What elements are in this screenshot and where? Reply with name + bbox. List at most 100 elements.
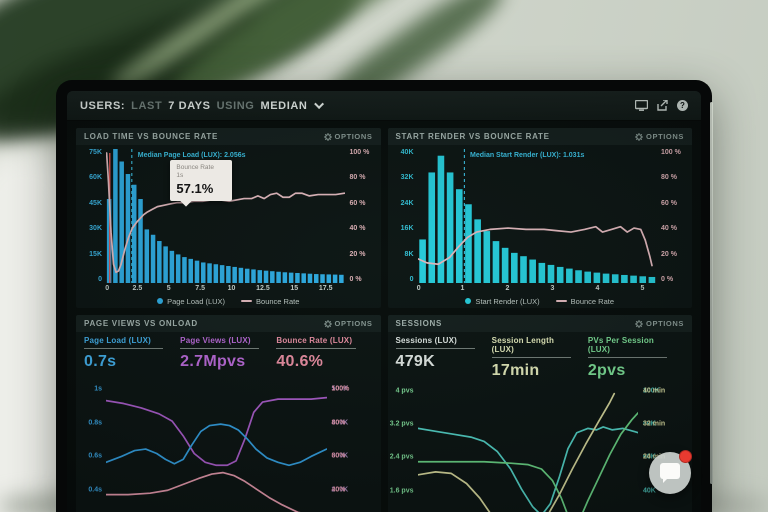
series-line-page-views <box>106 398 327 466</box>
metric-label: Bounce Rate (LUX) <box>276 336 353 345</box>
metric-value: 2.7Mpvs <box>180 353 246 370</box>
y-axis-right: 100 % 80 % 60 % 40 % 20 % 0 % <box>345 149 381 294</box>
metric-label: Page Load (LUX) <box>84 336 152 345</box>
y-axis-tick: 3.2 pvs <box>389 420 414 428</box>
dashboard-grid: LOAD TIME VS BOUNCE RATE OPTIONS 75K 60K 4… <box>67 121 701 512</box>
options-button[interactable]: OPTIONS <box>635 132 684 141</box>
x-axis-tick: 1 <box>460 285 465 292</box>
metric-label: Session Length (LUX) <box>491 336 555 354</box>
bars <box>418 155 655 283</box>
y-axis-tick: 100 % <box>661 149 681 156</box>
x-axis-tick: 0 <box>416 285 421 292</box>
y-axis-left: 75K 60K 45K 30K 15K 0 <box>76 149 106 294</box>
y-axis-tick: 20 % <box>349 250 366 258</box>
y-axis-tick: 0.4s <box>88 486 102 494</box>
y-axis-tick: 8K <box>404 250 414 258</box>
series-line-pvs-per-session <box>418 412 639 512</box>
y-axis-tick: 60 % <box>349 199 366 207</box>
line-chart-plot[interactable] <box>106 380 327 512</box>
panel-load-time-vs-bounce-rate: LOAD TIME VS BOUNCE RATE OPTIONS 75K 60K 4… <box>76 128 381 308</box>
y-axis-tick: 24K <box>400 199 414 207</box>
monitor-icon[interactable] <box>635 100 648 111</box>
panel-sessions: SESSIONS OPTIONS Sessions (LUX) 479K Sessi… <box>387 315 693 512</box>
y-axis-left: 4 pvs 3.2 pvs 2.4 pvs 1.6 pvs <box>388 382 418 512</box>
y-axis-tick: 60% <box>331 452 346 460</box>
y-axis-tick: 40 % <box>349 225 366 233</box>
y-axis-tick: 100% <box>331 385 350 393</box>
gear-icon <box>635 132 644 141</box>
header-last-label: LAST <box>131 99 163 112</box>
panel-title: PAGE VIEWS VS ONLOAD <box>84 319 198 328</box>
line-chart-plot[interactable] <box>418 382 639 512</box>
gear-icon <box>323 319 332 328</box>
y-axis-tick: 30K <box>89 225 102 233</box>
options-button[interactable]: OPTIONS <box>323 132 373 141</box>
metric: Session Length (LUX) 17min <box>491 336 588 380</box>
x-axis-tick: 0 <box>105 285 110 292</box>
y-axis-tick: 0 <box>409 275 414 283</box>
bounce-rate-tooltip: Bounce Rate 1s 57.1% <box>170 159 233 201</box>
metric-label: PVs Per Session (LUX) <box>587 336 654 354</box>
y-axis-tick: 0.6s <box>88 452 102 460</box>
metric-underline <box>84 348 164 349</box>
y-axis-tick: 80K <box>643 420 656 428</box>
chat-bubble-icon <box>660 463 680 483</box>
x-axis-tick: 10 <box>227 285 236 292</box>
y-axis-tick: 100K <box>643 387 660 395</box>
metric-underline <box>491 357 571 358</box>
chat-widget-button[interactable] <box>649 450 692 494</box>
line-chart-svg <box>418 382 639 512</box>
y-axis-left: 40K 32K 24K 16K 8K 0 <box>388 149 418 294</box>
y-axis-tick: 300K <box>331 452 349 460</box>
metrics-row: Sessions (LUX) 479K Session Length (LUX) 17… <box>388 332 693 380</box>
export-icon[interactable] <box>657 100 668 111</box>
x-axis-tick: 3 <box>550 285 555 292</box>
options-button[interactable]: OPTIONS <box>323 319 373 328</box>
dashboard-screen: USERS: LAST 7 DAYS USING MEDIAN ? LOAD T… <box>67 91 701 512</box>
y-axis-tick: 400K <box>331 419 349 427</box>
tooltip-label: Bounce Rate <box>176 163 214 171</box>
metric-underline <box>395 348 475 349</box>
metric-underline <box>276 348 356 349</box>
bounce-rate-line <box>418 227 652 266</box>
y-axis-tick: 45K <box>89 199 102 207</box>
metric: PVs Per Session (LUX) 2pvs <box>587 336 684 380</box>
metric-value: 479K <box>395 353 435 370</box>
x-axis-tick: 12.5 <box>256 285 270 292</box>
y-axis-tick: 100 % <box>349 149 370 156</box>
options-button[interactable]: OPTIONS <box>635 319 684 328</box>
x-axis: 0 1 2 3 4 5 <box>416 283 657 294</box>
legend-dot-icon <box>157 298 164 304</box>
gear-icon <box>323 132 332 141</box>
legend-line-icon <box>241 300 253 302</box>
x-axis-tick: 2.5 <box>132 285 143 292</box>
metric-label: Page Views (LUX) <box>180 336 251 345</box>
histogram-plot[interactable]: Median Page Load (LUX): 2.056s Bounce Ra… <box>106 149 345 283</box>
y-axis-tick: 80 % <box>349 174 366 182</box>
header-metric-dropdown[interactable]: MEDIAN <box>260 99 308 112</box>
histogram-plot[interactable]: Median Start Render (LUX): 1.031s <box>418 149 657 283</box>
y-axis-tick: 40% <box>331 486 346 494</box>
header-range-value[interactable]: 7 DAYS <box>168 99 211 112</box>
metric-value: 40.6% <box>276 353 324 370</box>
metric-value: 0.7s <box>84 353 117 370</box>
metric-underline <box>587 357 668 358</box>
legend-line-icon <box>555 300 567 302</box>
metric: Page Load (LUX) 0.7s <box>84 336 180 378</box>
chevron-down-icon[interactable] <box>314 99 325 110</box>
x-axis-tick: 17.5 <box>318 285 333 292</box>
metric-underline <box>180 348 260 349</box>
gear-icon <box>635 319 644 328</box>
metric-value: 17min <box>491 362 540 379</box>
y-axis-tick: 2.4 pvs <box>389 453 414 461</box>
bezel-highlight <box>710 102 713 484</box>
legend-dot-icon <box>465 298 472 304</box>
median-annotation: Median Page Load (LUX): 2.056s <box>137 152 246 159</box>
panel-title: LOAD TIME VS BOUNCE RATE <box>84 132 218 141</box>
y-axis-tick: 4 pvs <box>395 387 414 395</box>
y-axis-tick: 20 % <box>661 250 677 258</box>
bounce-rate-line <box>107 153 345 272</box>
y-axis-tick: 80% <box>331 419 346 427</box>
help-icon[interactable]: ? <box>677 100 688 111</box>
